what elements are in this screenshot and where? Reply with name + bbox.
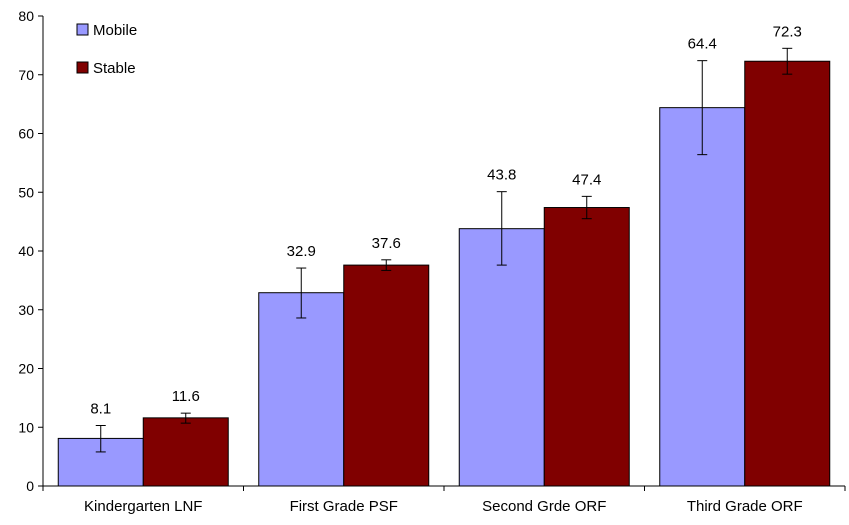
bar-stable [343,264,430,487]
bar-mobile [659,107,746,487]
bar-stable [142,417,229,487]
legend-label-mobile: Mobile [93,22,137,39]
legend-swatch-stable [76,61,89,74]
x-tick-label: Third Grade ORF [687,498,803,515]
error-bars [95,47,793,453]
legend: Mobile Stable [76,22,137,77]
data-label: 11.6 [172,388,200,405]
data-labels: 8.1 11.6 32.9 37.6 43.8 47.4 64.4 72.3 [90,23,802,417]
y-tick-label: 80 [18,8,34,24]
data-label: 37.6 [372,235,401,252]
y-tick-label: 40 [18,243,34,259]
x-tick-label: Kindergarten LNF [84,498,202,515]
axes: 0 10 20 30 40 50 60 70 80 Kindergarten LNF First G… [18,8,846,515]
y-tick-label: 10 [18,419,34,435]
y-tick-label: 30 [18,302,34,318]
data-label: 64.4 [688,36,717,53]
legend-label-stable: Stable [93,60,136,77]
data-label: 8.1 [90,400,111,417]
bar-stable [744,60,831,487]
y-tick-label: 60 [18,126,34,142]
data-label: 32.9 [287,243,316,260]
y-tick-label: 70 [18,67,34,83]
x-tick-label: Second Grde ORF [482,498,606,515]
y-tick-label: 20 [18,361,34,377]
y-tick-label: 0 [26,478,34,494]
data-label: 47.4 [572,171,601,188]
x-tick-label: First Grade PSF [290,498,398,515]
bar-stable [543,207,630,487]
bar-mobile [258,292,345,487]
data-label: 43.8 [487,167,516,184]
data-label: 72.3 [773,23,802,40]
legend-swatch-mobile [76,23,89,36]
y-tick-label: 50 [18,184,34,200]
bars [57,60,831,487]
bar-mobile [458,228,545,487]
